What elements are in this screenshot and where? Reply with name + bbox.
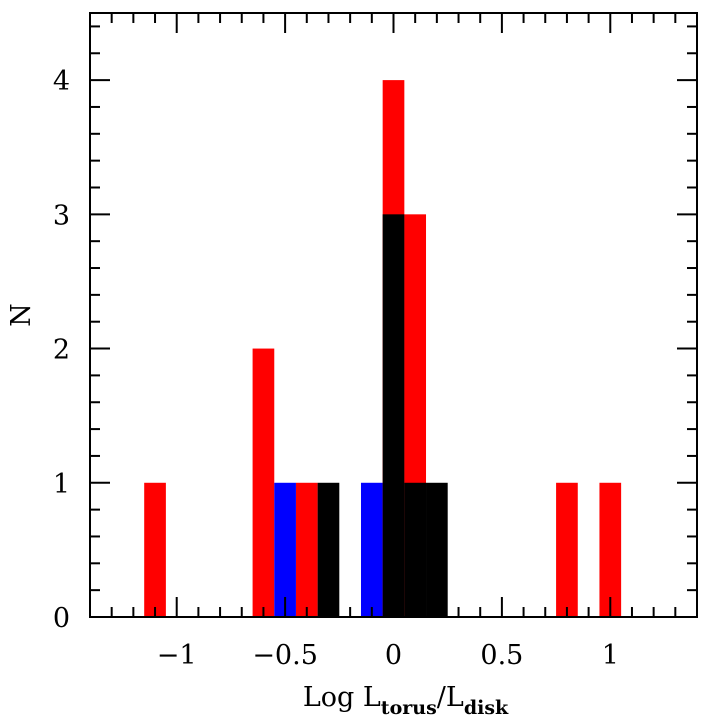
y-tick-label: 0: [53, 603, 70, 634]
bar-series-0-bin-2: [295, 482, 318, 617]
x-axis-label: Log Ltorus/Ldisk: [303, 682, 509, 719]
bar-series-2-bin-1: [382, 214, 405, 617]
y-tick-label: 3: [53, 200, 70, 231]
x-axis-label-prefix: Log L: [303, 682, 381, 713]
bar-series-2-bin-2: [404, 482, 427, 617]
y-tick-label: 2: [53, 335, 70, 366]
bar-series-0-bin-0: [144, 482, 166, 617]
x-tick-label: 0.5: [480, 640, 523, 671]
plot-frame: [89, 12, 698, 618]
x-axis-label-slash: /L: [437, 682, 464, 713]
x-tick-label: −1: [157, 640, 197, 671]
tick-labels-layer: −1 −0.5 0 0.5 1 0 1 2 3 4: [53, 66, 619, 671]
ticks-layer: [90, 13, 697, 618]
y-tick-label: 4: [53, 66, 70, 97]
y-axis-label: N: [6, 303, 37, 327]
y-tick-label: 1: [53, 469, 70, 500]
bar-series-1-bin-0: [274, 482, 296, 617]
bar-series-2-bin-0: [317, 482, 340, 617]
bar-series-1-bin-1: [360, 482, 383, 617]
x-tick-label: −0.5: [252, 640, 318, 671]
bar-series-0-bin-1: [252, 348, 275, 617]
x-tick-label: 0: [385, 640, 402, 671]
x-axis-label-sub-disk: disk: [464, 697, 509, 719]
bar-series-0-bin-6: [599, 482, 622, 617]
x-axis-label-sub-torus: torus: [381, 697, 437, 719]
bars-layer: [144, 80, 622, 618]
bar-series-2-bin-3: [426, 482, 448, 617]
x-tick-label: 1: [602, 640, 619, 671]
bar-series-0-bin-5: [556, 482, 578, 617]
